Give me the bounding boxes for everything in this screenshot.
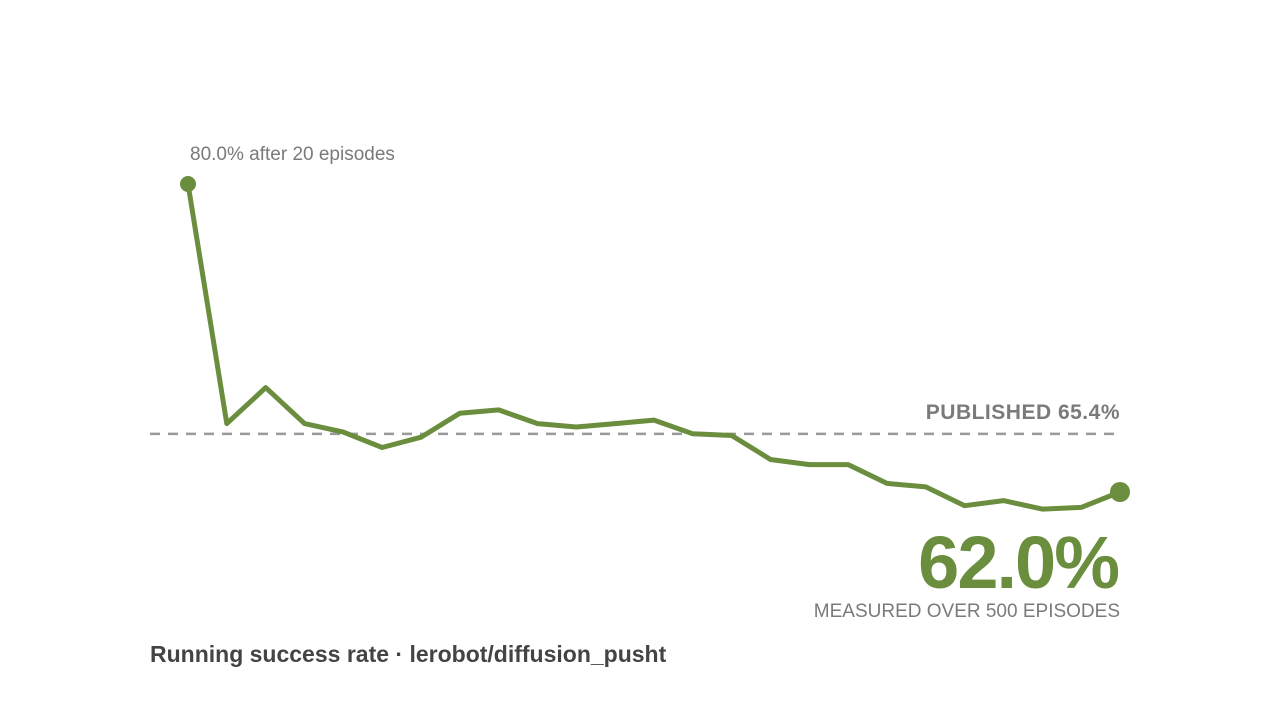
start-annotation: 80.0% after 20 episodes — [190, 144, 395, 165]
chart-title: Running success rate · lerobot/diffusion… — [150, 641, 667, 667]
start-point — [180, 176, 196, 192]
end-point — [1110, 482, 1130, 502]
data-points — [180, 176, 1130, 502]
published-reference-label: PUBLISHED 65.4% — [926, 401, 1120, 424]
success-rate-line — [185, 181, 1123, 512]
final-value-label: 62.0% — [918, 521, 1118, 604]
final-value-caption: MEASURED OVER 500 EPISODES — [814, 601, 1120, 622]
